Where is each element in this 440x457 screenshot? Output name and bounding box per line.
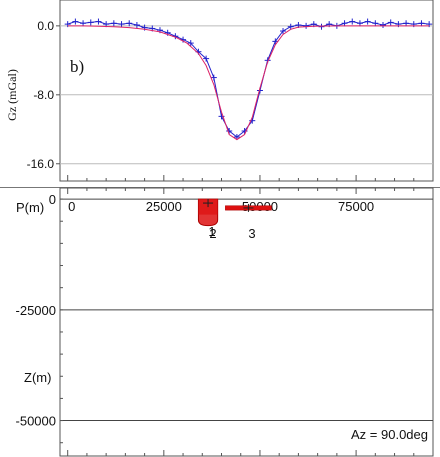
observed-data-point	[203, 55, 210, 62]
observed-data-point	[380, 21, 387, 28]
observed-data-point	[87, 19, 94, 26]
distance-tick-label: 25000	[146, 199, 182, 214]
observed-data-point	[349, 18, 356, 25]
depth-tick-label: -25000	[16, 303, 56, 318]
section-y-axis-label: Z(m)	[24, 370, 51, 385]
observed-data-point	[80, 20, 87, 27]
body-centre-marker	[203, 199, 214, 208]
observed-data-point	[187, 40, 194, 47]
observed-data-point	[280, 28, 287, 35]
gravity-y-tick-label: 0.0	[37, 19, 54, 33]
body-label-3: 3	[248, 226, 255, 241]
observed-data-point	[126, 20, 133, 27]
gravity-plot-frame	[59, 0, 434, 182]
gravity-axis: 0.0 -8.0 -16.0	[27, 19, 434, 181]
observed-data-point	[303, 22, 310, 29]
section-x-axis-label: P(m)	[16, 200, 44, 215]
observed-data-point	[72, 18, 79, 25]
observed-data-point	[95, 18, 102, 25]
observed-data-point	[403, 20, 410, 27]
depth-tick-label: 0	[49, 192, 56, 207]
observed-data-point	[118, 21, 125, 28]
observed-data-point	[110, 20, 117, 27]
section-bodies: 12 3	[197, 198, 272, 241]
observed-data-point	[318, 23, 325, 30]
observed-data-point	[418, 20, 425, 27]
body-label-2: 2	[209, 226, 216, 241]
gravity-y-tick-label: -8.0	[33, 88, 54, 102]
azimuth-annotation: Az = 90.0deg	[351, 427, 428, 442]
observed-data-point	[356, 20, 363, 27]
section-plot-frame	[59, 187, 434, 457]
depth-tick-label: -50000	[16, 414, 56, 429]
observed-data-point	[372, 20, 379, 27]
calculated-gravity-line	[67, 25, 430, 141]
panel-label: b)	[70, 57, 84, 76]
observed-data-point	[287, 23, 294, 30]
body-label-1: 1	[208, 224, 215, 239]
body-centre-marker	[243, 203, 254, 212]
observed-data-point	[341, 20, 348, 27]
observed-data-point	[364, 18, 371, 25]
gravity-series	[64, 18, 433, 141]
distance-tick-label: 0	[68, 199, 75, 214]
observed-data-point	[387, 19, 394, 26]
gravity-y-tick-label: -16.0	[27, 157, 55, 171]
observed-data-point	[64, 21, 71, 28]
section-axis: 0-25000-500000250005000075000	[16, 188, 434, 456]
observed-data-point	[210, 74, 217, 81]
observed-data-point	[133, 21, 140, 28]
gravity-y-label: Gz (mGal)	[5, 69, 19, 121]
distance-tick-label: 75000	[338, 199, 374, 214]
